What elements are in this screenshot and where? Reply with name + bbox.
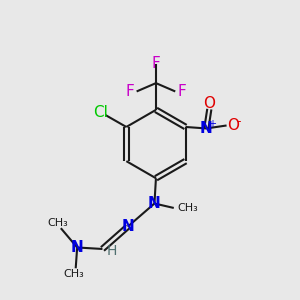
Text: F: F [152,56,160,71]
Text: CH₃: CH₃ [47,218,68,228]
Text: N: N [71,240,84,255]
Text: -: - [237,116,241,128]
Text: CH₃: CH₃ [177,203,198,213]
Text: F: F [126,84,134,99]
Text: O: O [227,118,239,133]
Text: N: N [121,219,134,234]
Text: N: N [200,121,213,136]
Text: Cl: Cl [93,105,108,120]
Text: F: F [177,84,186,99]
Text: H: H [107,244,117,258]
Text: N: N [148,196,161,211]
Text: O: O [203,96,215,111]
Text: +: + [208,119,216,129]
Text: CH₃: CH₃ [64,268,85,279]
